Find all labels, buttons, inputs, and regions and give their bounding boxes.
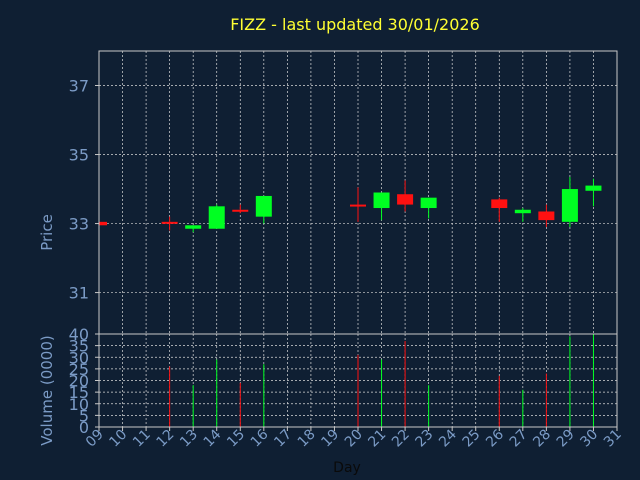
day-tick-label: 23 [413, 427, 437, 451]
candle-body [232, 209, 249, 212]
day-tick-label: 24 [436, 426, 460, 450]
day-tick-label: 10 [106, 427, 130, 451]
price-tick-label: 37 [69, 77, 89, 96]
day-tick-label: 14 [201, 426, 225, 450]
volume-bars [169, 334, 594, 427]
price-tick-label: 33 [69, 215, 89, 234]
day-tick-label: 27 [507, 427, 531, 451]
volume-tick-label: 0 [79, 418, 89, 437]
day-axis-ticks: 09 10 11 12 13 14 15 16 17 18 19 20 21 22 23 24 25 26 27 28… [83, 426, 625, 450]
day-tick-label: 26 [483, 426, 507, 450]
price-axis-label: Price [38, 214, 56, 251]
volume-tick-label: 10 [69, 395, 89, 414]
day-tick-label: 15 [224, 427, 248, 451]
volume-tick-label: 40 [69, 325, 89, 344]
day-tick-label: 20 [342, 427, 366, 451]
candle-body [397, 194, 414, 205]
day-tick-label: 25 [460, 427, 484, 451]
price-candles [98, 176, 602, 233]
day-tick-label: 16 [248, 426, 272, 450]
day-tick-label: 21 [365, 427, 389, 451]
candle [491, 197, 508, 222]
candle-body [491, 199, 508, 209]
day-tick-label: 19 [318, 427, 342, 451]
volume-tick-label: 35 [69, 337, 89, 356]
day-tick-label: 11 [130, 427, 154, 451]
day-tick-label: 17 [271, 427, 295, 451]
candle-body [561, 189, 578, 222]
day-tick-label: 13 [177, 427, 201, 451]
day-tick-label: 29 [554, 427, 578, 451]
day-tick-label: 22 [389, 427, 413, 451]
price-panel: 31 33 35 37 Price [38, 50, 618, 335]
candle-body [255, 195, 272, 217]
volume-tick-label: 25 [69, 360, 89, 379]
candle [538, 204, 555, 228]
candle-body [99, 221, 107, 226]
candle-body [350, 204, 366, 207]
volume-tick-label: 20 [69, 372, 89, 391]
candle [585, 178, 602, 207]
volume-tick-label: 5 [79, 406, 89, 425]
volume-tick-label: 15 [69, 383, 89, 402]
price-tick-label: 31 [69, 284, 89, 303]
candle [561, 176, 578, 228]
price-tick-label: 35 [69, 146, 89, 165]
candle-body [514, 209, 531, 214]
candle [350, 187, 366, 222]
volume-tick-label: 30 [69, 348, 89, 367]
candle-body [373, 192, 390, 209]
candle [373, 192, 390, 221]
candle-body [585, 185, 602, 191]
candle-body [185, 225, 202, 229]
volume-axis-label: Volume (0000) [38, 335, 56, 445]
day-tick-label: 12 [154, 427, 178, 451]
candle [397, 180, 414, 212]
candle-body [420, 197, 437, 209]
price-y-ticks: 31 33 35 37 [69, 77, 99, 303]
day-tick-label: 18 [295, 427, 319, 451]
candle [161, 216, 178, 231]
candle-body [538, 211, 555, 221]
candle [232, 204, 249, 214]
day-axis-label: Day [333, 460, 361, 476]
day-tick-label: 28 [530, 427, 554, 451]
candle [185, 225, 202, 233]
candle [208, 204, 225, 229]
chart-title: FIZZ - last updated 30/01/2026 [230, 15, 480, 34]
day-tick-label: 30 [577, 427, 601, 451]
day-tick-label: 31 [601, 427, 625, 451]
candle [98, 220, 107, 226]
candle [514, 208, 531, 222]
candle-body [161, 221, 178, 224]
candle-body [208, 206, 225, 229]
candle [255, 195, 272, 224]
candle [420, 197, 437, 219]
